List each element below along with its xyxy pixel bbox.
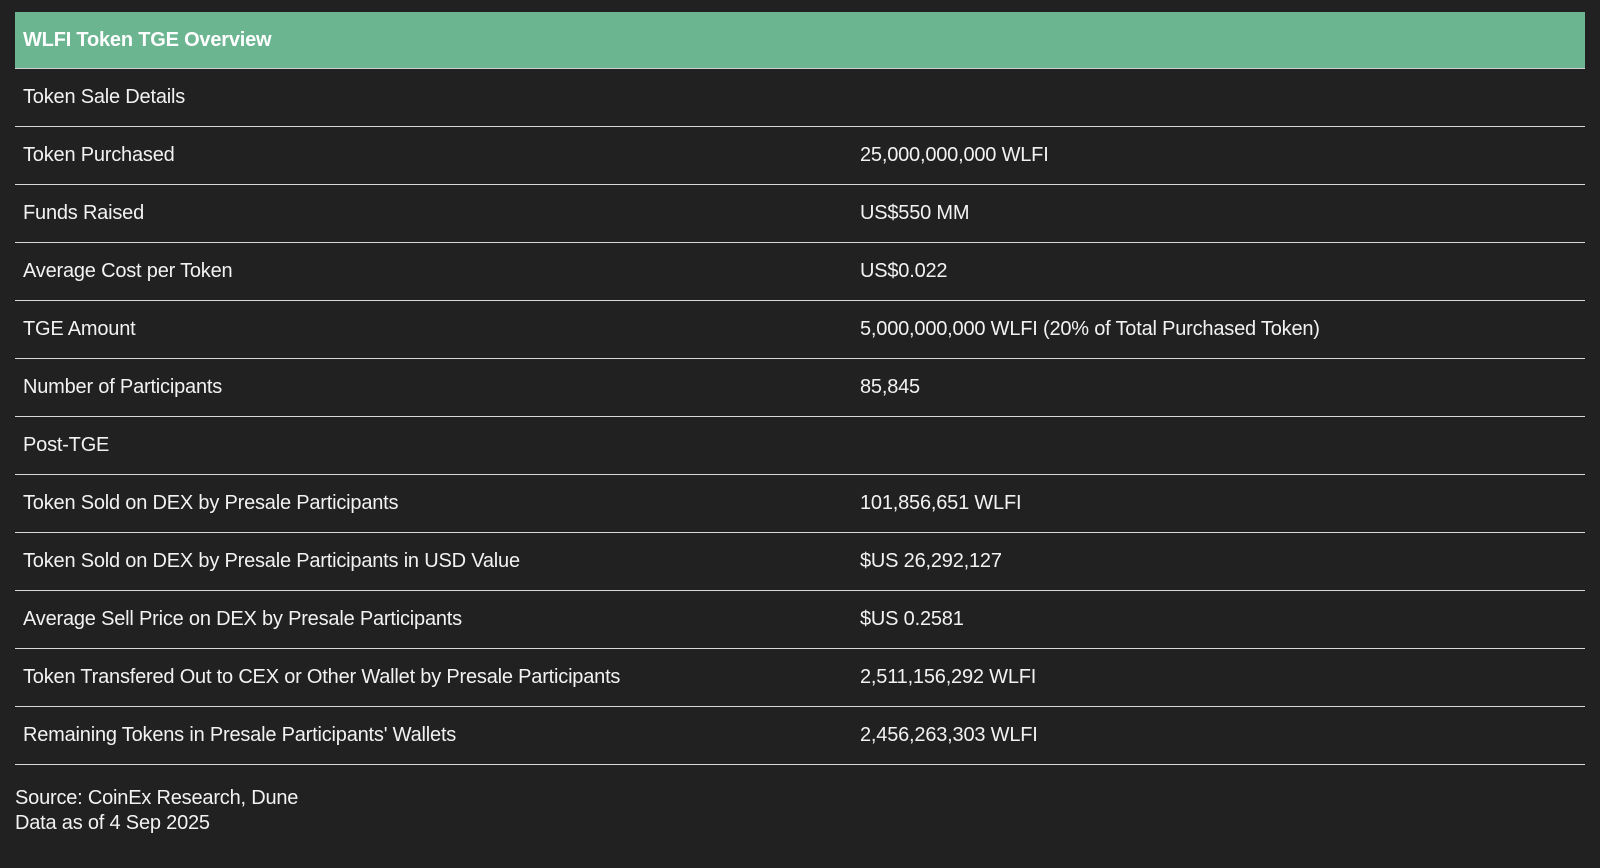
row-label: Number of Participants [23, 376, 223, 398]
row-label: Token Transfered Out to CEX or Other Wal… [23, 666, 621, 688]
row-value: US$550 MM [860, 202, 970, 224]
section-row-token-sale-details: Token Sale Details [15, 69, 1585, 127]
row-label: TGE Amount [23, 318, 136, 340]
source-note: Source: CoinEx Research, Dune Data as of… [15, 786, 298, 836]
row-value: 5,000,000,000 WLFI (20% of Total Purchas… [860, 318, 1320, 340]
row-value: US$0.022 [860, 260, 948, 282]
table-row: Average Sell Price on DEX by Presale Par… [15, 591, 1585, 649]
row-label: Token Sold on DEX by Presale Participant… [23, 492, 399, 514]
row-label: Funds Raised [23, 202, 144, 224]
table-row: Number of Participants 85,845 [15, 359, 1585, 417]
table-row: Average Cost per Token US$0.022 [15, 243, 1585, 301]
row-value: $US 26,292,127 [860, 550, 1002, 572]
row-value: $US 0.2581 [860, 608, 964, 630]
row-label: Post-TGE [23, 434, 110, 456]
row-value: 101,856,651 WLFI [860, 492, 1022, 514]
row-value: 85,845 [860, 376, 920, 398]
source-text: Source: CoinEx Research, Dune [15, 787, 299, 809]
row-label: Token Sale Details [23, 86, 186, 108]
row-label: Remaining Tokens in Presale Participants… [23, 724, 457, 746]
overview-table: WLFI Token TGE Overview Token Sale Detai… [15, 12, 1585, 765]
table-row: Token Transfered Out to CEX or Other Wal… [15, 649, 1585, 707]
row-value: 2,511,156,292 WLFI [860, 666, 1037, 688]
table-row: Token Sold on DEX by Presale Participant… [15, 475, 1585, 533]
section-row-post-tge: Post-TGE [15, 417, 1585, 475]
row-label: Token Sold on DEX by Presale Participant… [23, 550, 520, 572]
row-label: Token Purchased [23, 144, 175, 166]
row-value: 25,000,000,000 WLFI [860, 144, 1049, 166]
table-row: Token Purchased 25,000,000,000 WLFI [15, 127, 1585, 185]
table-row: Funds Raised US$550 MM [15, 185, 1585, 243]
data-date-text: Data as of 4 Sep 2025 [15, 812, 210, 834]
row-value: 2,456,263,303 WLFI [860, 724, 1038, 746]
table-title: WLFI Token TGE Overview [15, 12, 1585, 69]
table-row: Token Sold on DEX by Presale Participant… [15, 533, 1585, 591]
row-label: Average Cost per Token [23, 260, 233, 282]
row-label: Average Sell Price on DEX by Presale Par… [23, 608, 462, 630]
table-row: Remaining Tokens in Presale Participants… [15, 707, 1585, 765]
table-row: TGE Amount 5,000,000,000 WLFI (20% of To… [15, 301, 1585, 359]
